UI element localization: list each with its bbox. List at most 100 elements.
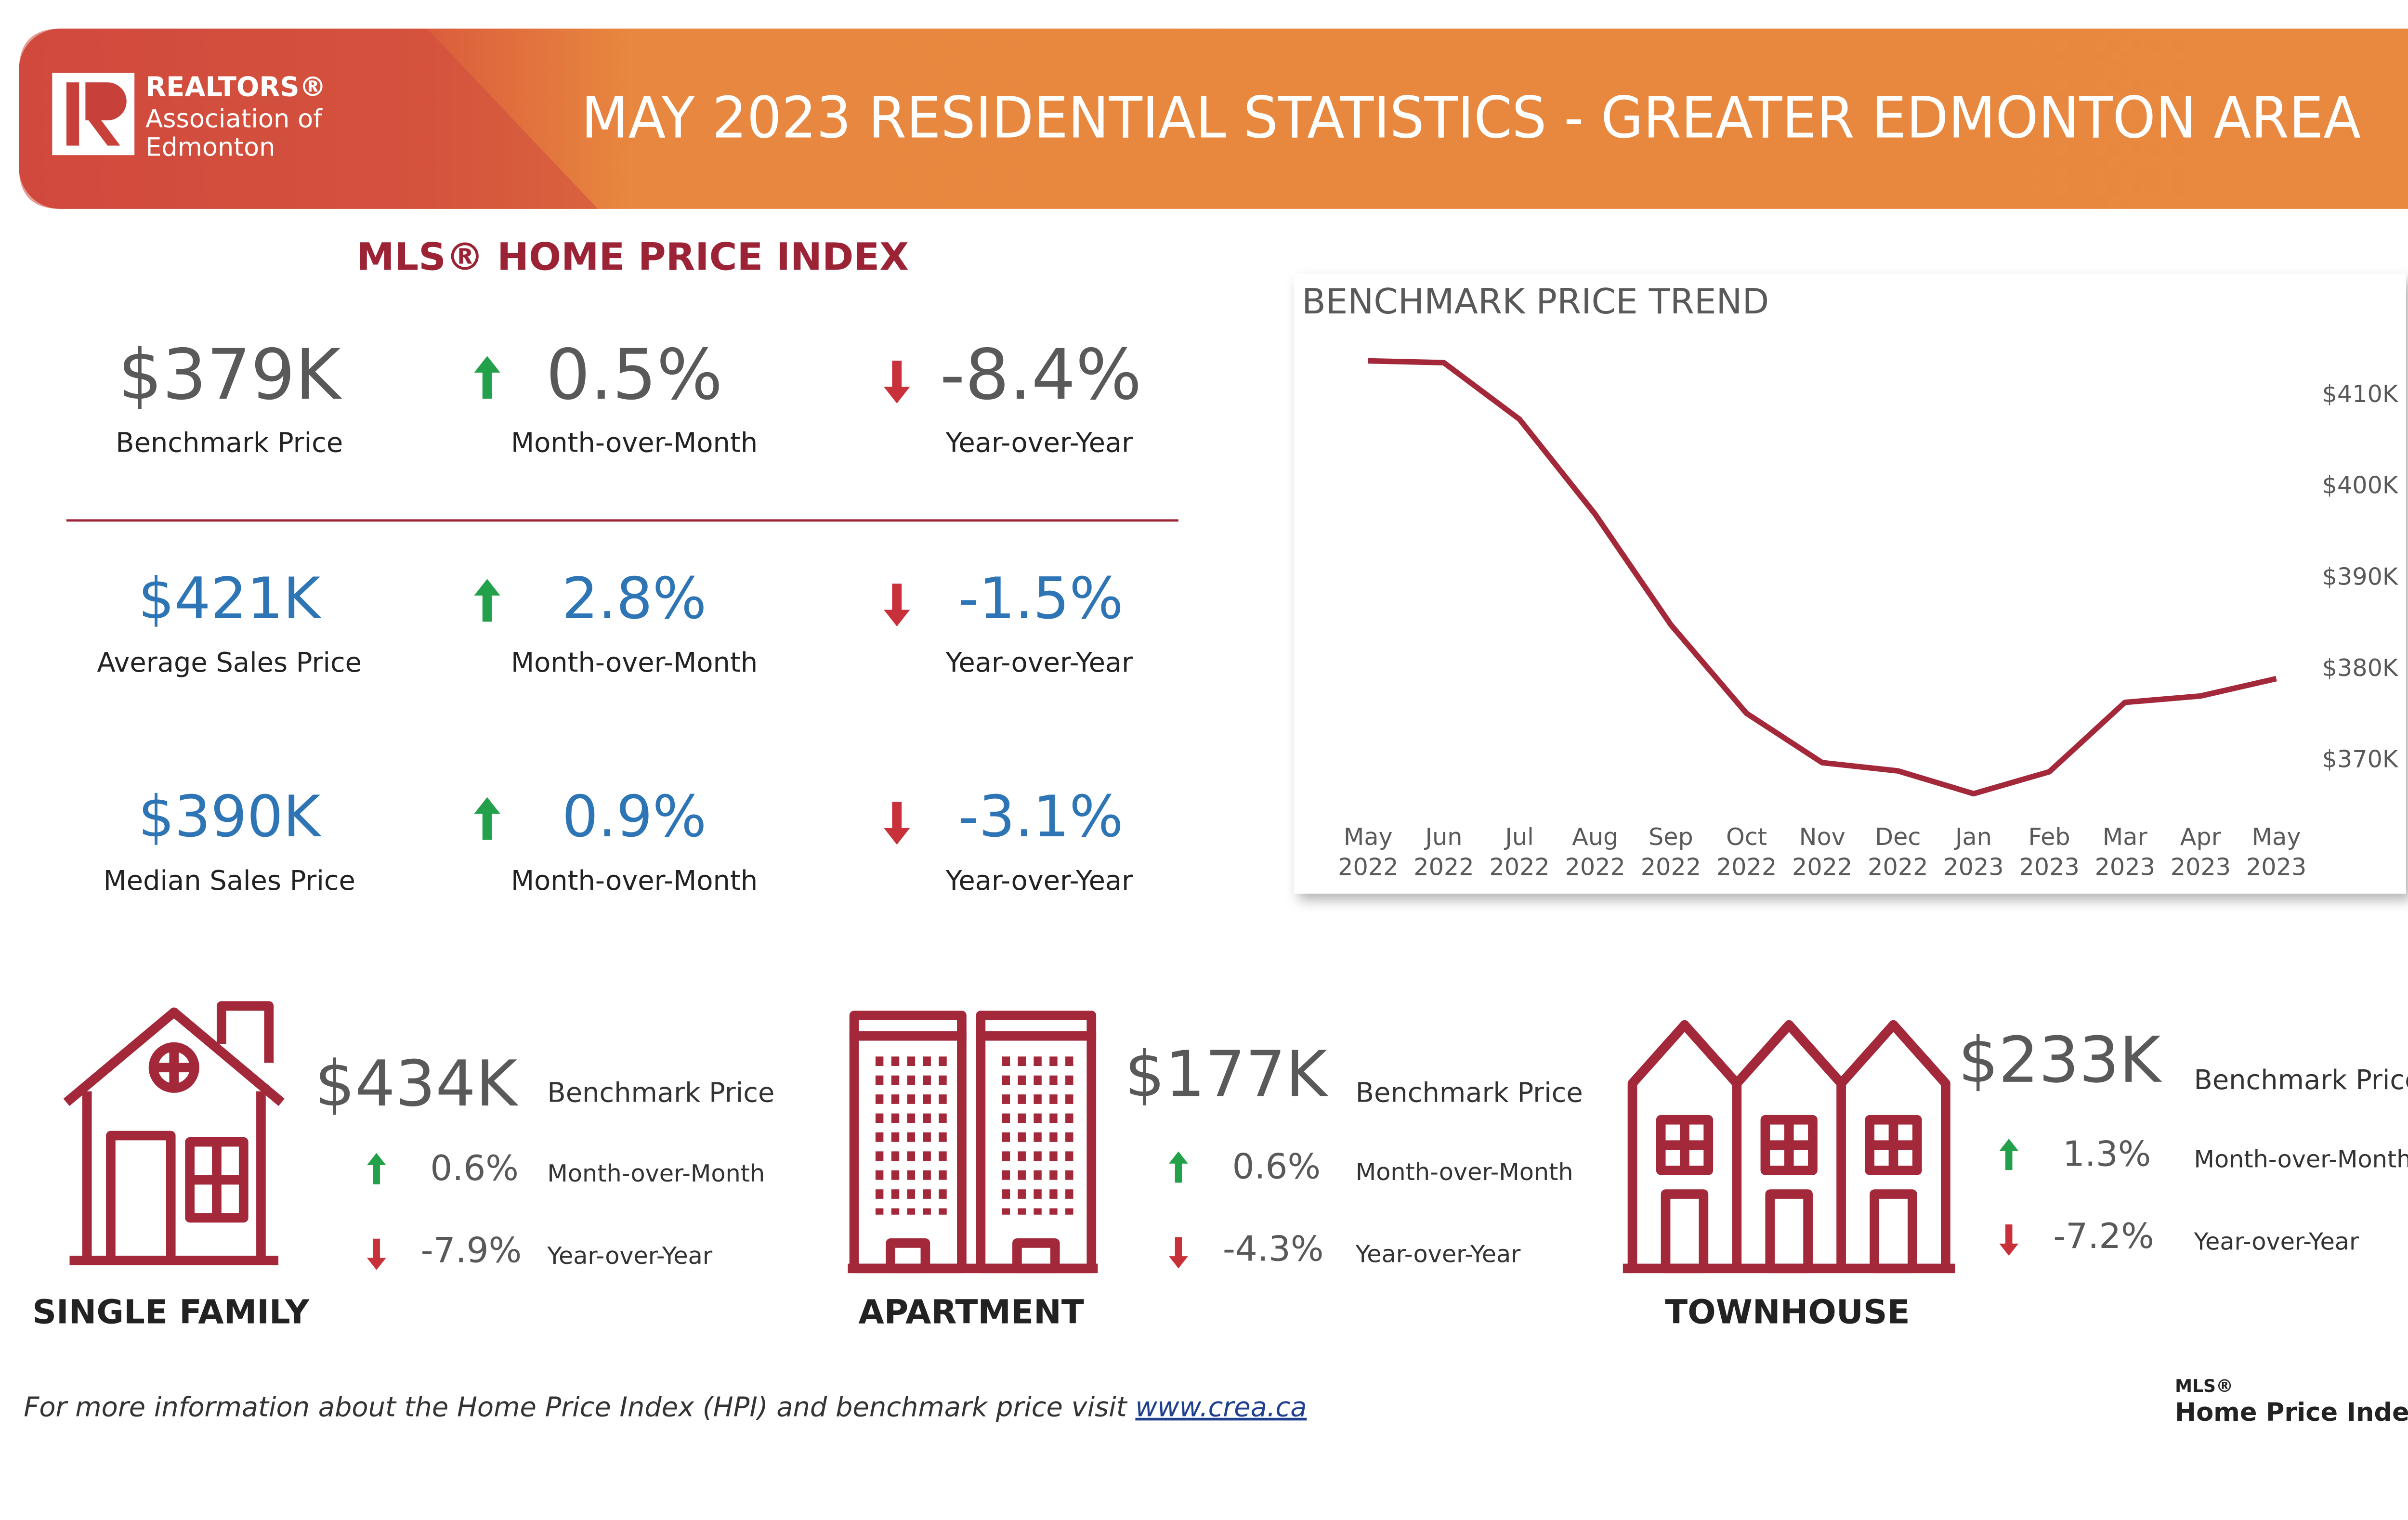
hpi-logo-bottom: Home Price Index: [2175, 1398, 2408, 1427]
x-tick-label: May 2023: [2246, 823, 2306, 881]
header-band: [19, 28, 2408, 209]
chart-title: BENCHMARK PRICE TREND: [1302, 282, 1769, 322]
yoy-value: -8.4%: [940, 335, 1142, 416]
x-tick-label-line: 2023: [2171, 853, 2231, 881]
x-tick-label-line: 2022: [1565, 853, 1625, 881]
x-tick-label-line: May: [1344, 823, 1393, 851]
y-tick-label: $390K: [2322, 562, 2399, 590]
x-tick-label: Jun 2022: [1413, 823, 1474, 881]
property-yoy: -7.2%: [2053, 1216, 2154, 1257]
up-arrow: [366, 1153, 386, 1184]
yoy-value: -1.5%: [958, 565, 1124, 632]
property-mom: 0.6%: [1232, 1147, 1321, 1187]
up-arrow: [474, 797, 500, 840]
stat-label: Median Sales Price: [104, 865, 355, 896]
x-tick-label-line: 2022: [1338, 853, 1398, 881]
property-mom: 0.6%: [430, 1148, 519, 1189]
mom-value: 0.9%: [562, 783, 707, 850]
x-tick-label: Dec 2022: [1868, 823, 1928, 881]
property-label: Benchmark Price: [2194, 1065, 2408, 1096]
x-tick-label-line: 2022: [1489, 853, 1549, 881]
x-tick-label-line: May: [2252, 823, 2301, 851]
footer-note: For more information about the Home Pric…: [24, 1392, 1307, 1423]
stat-value: $421K: [138, 565, 322, 632]
down-arrow: [884, 802, 910, 845]
x-tick-label-line: 2023: [2019, 853, 2079, 881]
property-name: APARTMENT: [858, 1293, 1084, 1332]
down-arrow: [1169, 1237, 1188, 1269]
y-tick-label: $380K: [2322, 654, 2399, 682]
property-mom-label: Month-over-Month: [1356, 1158, 1573, 1186]
section-title: MLS® HOME PRICE INDEX: [357, 234, 909, 279]
x-tick-label: May 2022: [1338, 823, 1398, 881]
yoy-label: Year-over-Year: [945, 647, 1133, 678]
x-tick-label: Oct 2022: [1716, 823, 1777, 881]
property-mom-label: Month-over-Month: [2194, 1145, 2408, 1173]
logo-text: REALTORS®: [145, 71, 326, 103]
x-tick-label-line: Aug: [1572, 823, 1618, 851]
x-tick-label-line: Jul: [1504, 823, 1533, 851]
x-tick-label-line: Apr: [2180, 823, 2222, 851]
down-arrow: [884, 361, 910, 403]
apartment-icon: [848, 1011, 1098, 1273]
up-arrow: [1999, 1139, 2019, 1170]
x-tick-label-line: 2022: [1641, 853, 1701, 881]
x-tick-label-line: Nov: [1799, 823, 1845, 851]
mom-label: Month-over-Month: [511, 865, 758, 896]
property-value: $177K: [1125, 1037, 1328, 1111]
down-arrow: [1999, 1224, 2019, 1256]
stat-label: Benchmark Price: [116, 427, 343, 458]
property-value: $434K: [315, 1047, 519, 1120]
x-tick-label-line: 2023: [2246, 853, 2306, 881]
header-accent: [19, 28, 598, 209]
property-label: Benchmark Price: [547, 1077, 774, 1108]
y-tick-label: $370K: [2322, 745, 2399, 773]
stat-label: Average Sales Price: [97, 647, 362, 678]
townhouse-icon: [1623, 1020, 1955, 1273]
house-icon: [63, 1001, 285, 1265]
logo-text: Edmonton: [145, 133, 275, 162]
x-tick-label-line: 2023: [1943, 853, 2003, 881]
x-tick-label: Jan 2023: [1943, 823, 2003, 881]
footer-link[interactable]: www.crea.ca: [1135, 1392, 1307, 1423]
yoy-label: Year-over-Year: [945, 427, 1133, 458]
page-title: MAY 2023 RESIDENTIAL STATISTICS - GREATE…: [581, 84, 2361, 151]
property-yoy: -7.9%: [421, 1231, 522, 1271]
logo-text: Association of: [145, 104, 323, 134]
y-tick-label: $400K: [2322, 471, 2399, 499]
mom-label: Month-over-Month: [511, 427, 758, 458]
x-tick-label: Jul 2022: [1489, 823, 1549, 881]
property-yoy-label: Year-over-Year: [1355, 1240, 1521, 1268]
property-yoy-label: Year-over-Year: [2194, 1227, 2359, 1255]
y-tick-label: $410K: [2322, 380, 2399, 408]
stat-value: $390K: [138, 783, 322, 850]
trend-line: [1368, 358, 2277, 797]
x-tick-label-line: 2022: [1716, 853, 1777, 881]
x-tick-label: Apr 2023: [2171, 823, 2231, 881]
x-tick-label: Sep 2022: [1641, 823, 1701, 881]
property-name: SINGLE FAMILY: [32, 1293, 310, 1332]
up-arrow: [474, 356, 500, 399]
property-yoy: -4.3%: [1223, 1229, 1324, 1269]
x-tick-label: Mar 2023: [2095, 823, 2155, 881]
chart-frame: [1294, 273, 2406, 894]
mom-value: 2.8%: [562, 565, 707, 632]
x-tick-label: Nov 2022: [1792, 823, 1852, 881]
x-tick-label-line: Jan: [1954, 823, 1992, 851]
x-tick-label-line: Mar: [2103, 823, 2148, 851]
hpi-logo-top: MLS®: [2175, 1376, 2233, 1396]
logo-mark: [66, 82, 127, 146]
x-tick-label: Feb 2023: [2019, 823, 2079, 881]
yoy-value: -3.1%: [958, 783, 1124, 850]
up-arrow: [474, 579, 500, 622]
x-tick-label-line: Oct: [1726, 823, 1767, 851]
down-arrow: [884, 584, 910, 626]
down-arrow: [366, 1238, 386, 1270]
x-tick-label-line: Jun: [1424, 823, 1462, 851]
mom-value: 0.5%: [546, 335, 723, 416]
x-tick-label-line: Sep: [1649, 823, 1693, 851]
x-tick-label-line: 2022: [1413, 853, 1474, 881]
x-tick-label-line: 2022: [1792, 853, 1852, 881]
mom-label: Month-over-Month: [511, 647, 758, 678]
